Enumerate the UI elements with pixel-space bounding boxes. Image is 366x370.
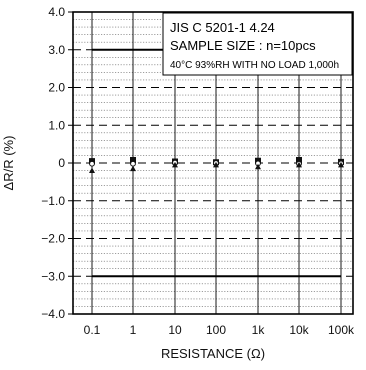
data-point-triangle xyxy=(213,161,219,168)
y-tick-label: 3.0 xyxy=(48,43,65,57)
data-point-triangle xyxy=(255,163,261,170)
y-axis: 4.0 3.0 2.0 1.0 0 −1.0 −2.0 −3.0 −4.0 xyxy=(41,5,73,321)
data-point-triangle xyxy=(296,161,302,168)
data-point-triangle xyxy=(338,161,344,168)
annotation-condition: 40°C 93%RH WITH NO LOAD 1,000h xyxy=(170,60,339,71)
y-tick-label: −2.0 xyxy=(41,232,65,246)
data-point-triangle xyxy=(130,165,136,172)
y-tick-label: −3.0 xyxy=(41,269,65,283)
x-tick-label: 10k xyxy=(289,323,309,337)
data-marks xyxy=(89,156,344,174)
y-axis-title: ΔR/R (%) xyxy=(1,136,16,191)
annotation-sample-size: SAMPLE SIZE : n=10pcs xyxy=(170,38,316,53)
data-point-square xyxy=(130,156,136,163)
x-tick-label: 100 xyxy=(206,323,226,337)
x-tick-label: 0.1 xyxy=(84,323,101,337)
x-tick-label: 10 xyxy=(168,323,182,337)
data-point-circle xyxy=(89,160,95,167)
legend-box: JIS C 5201-1 4.24 SAMPLE SIZE : n=10pcs … xyxy=(162,12,353,76)
x-axis: 0.1 1 10 100 1k 10k 100k xyxy=(84,323,355,337)
x-tick-label: 1k xyxy=(252,323,266,337)
y-tick-label: −1.0 xyxy=(41,194,65,208)
y-tick-label: −4.0 xyxy=(41,307,65,321)
x-axis-title: RESISTANCE (Ω) xyxy=(161,346,265,361)
y-tick-label: 0 xyxy=(58,156,65,170)
data-point-triangle xyxy=(172,161,178,168)
y-tick-label: 2.0 xyxy=(48,81,65,95)
data-point-circle xyxy=(130,160,136,167)
x-tick-label: 1 xyxy=(130,323,137,337)
data-point-square xyxy=(296,156,302,163)
y-tick-label: 1.0 xyxy=(48,118,65,132)
y-tick-label: 4.0 xyxy=(48,5,65,19)
x-tick-label: 100k xyxy=(328,323,355,337)
data-point-triangle xyxy=(89,167,95,174)
annotation-standard: JIS C 5201-1 4.24 xyxy=(170,20,275,35)
